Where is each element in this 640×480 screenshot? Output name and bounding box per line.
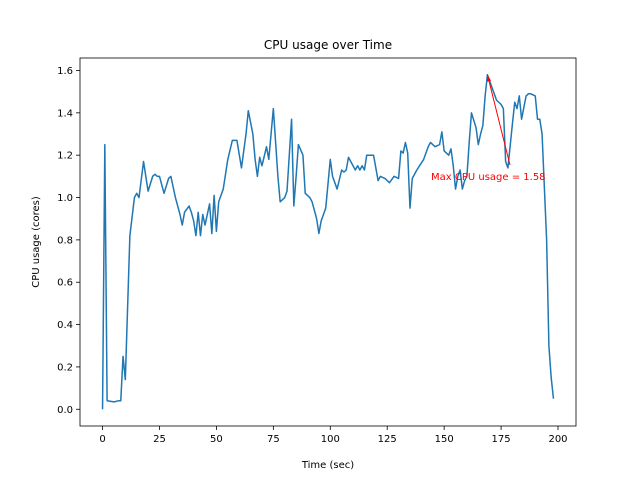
x-tick-label: 0 [99,434,105,445]
chart-title: CPU usage over Time [264,38,392,52]
x-tick-label: 100 [321,434,340,445]
x-tick-label: 200 [548,434,567,445]
annotation-text: Max CPU usage = 1.58 [431,172,546,183]
x-tick-label: 175 [492,434,511,445]
x-tick-label: 125 [378,434,397,445]
y-tick-label: 1.0 [57,193,73,204]
y-tick-label: 1.2 [57,151,73,162]
x-axis-label: Time (sec) [301,460,354,471]
y-tick-label: 1.4 [57,108,73,119]
y-tick-label: 0.6 [57,278,73,289]
annotation-arrow [486,74,511,166]
y-tick-label: 0.4 [57,320,73,331]
x-tick-label: 150 [435,434,454,445]
x-tick-label: 25 [153,434,166,445]
y-tick-label: 0.0 [57,405,73,416]
y-tick-label: 0.8 [57,235,73,246]
annotation-arrowhead [487,74,492,82]
line-series [101,73,555,410]
x-tick-label: 75 [267,434,280,445]
x-tick-label: 50 [210,434,223,445]
y-axis-label: CPU usage (cores) [31,196,42,288]
y-tick-label: 1.6 [57,66,73,77]
plot-frame [79,57,577,427]
y-tick-label: 0.2 [57,362,73,373]
